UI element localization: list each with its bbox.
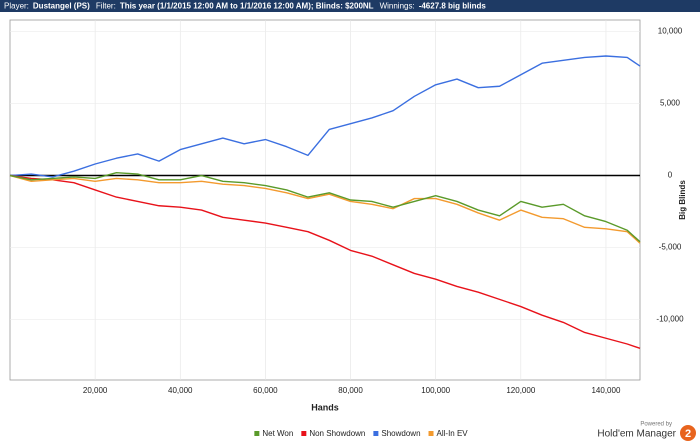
header-label: Winnings: <box>380 2 415 11</box>
x-tick-label: 120,000 <box>506 386 535 395</box>
legend-label: All-In EV <box>437 429 469 438</box>
x-tick-label: 20,000 <box>83 386 108 395</box>
legend-label: Net Won <box>262 429 293 438</box>
y-tick-label: 5,000 <box>660 99 681 108</box>
series-line <box>9 55 641 178</box>
series-line <box>9 174 641 244</box>
series-line <box>9 171 641 243</box>
legend-marker <box>254 431 260 436</box>
x-tick-label: 40,000 <box>168 386 193 395</box>
legend-marker <box>301 431 307 436</box>
x-axis-title: Hands <box>311 402 339 412</box>
y-axis-title: Big Blinds <box>678 180 687 220</box>
logo-badge: 2 <box>685 428 691 440</box>
header-bar <box>0 0 700 12</box>
logo-caption: Powered by <box>640 422 672 428</box>
header-label: Player: <box>4 2 29 11</box>
x-tick-label: 100,000 <box>421 386 450 395</box>
y-tick-label: -10,000 <box>656 315 684 324</box>
legend-label: Showdown <box>381 429 420 438</box>
header-value: Dustangel (PS) <box>33 2 90 11</box>
legend-marker <box>428 431 434 436</box>
y-tick-label: 10,000 <box>658 27 683 36</box>
header-value: -4627.8 big blinds <box>419 2 487 11</box>
x-tick-label: 140,000 <box>591 386 620 395</box>
logo-badge-circle <box>680 425 696 441</box>
x-tick-label: 80,000 <box>338 386 363 395</box>
header-label: Filter: <box>96 2 116 11</box>
series-line <box>9 174 641 349</box>
legend-label: Non Showdown <box>309 429 365 438</box>
header-value: This year (1/1/2015 12:00 AM to 1/1/2016… <box>120 2 374 11</box>
x-tick-label: 60,000 <box>253 386 278 395</box>
y-tick-label: 0 <box>668 171 673 180</box>
y-tick-label: -5,000 <box>659 243 682 252</box>
legend-marker <box>373 431 379 436</box>
logo-name: Hold'em Manager <box>597 429 676 440</box>
plot-area <box>9 19 641 381</box>
